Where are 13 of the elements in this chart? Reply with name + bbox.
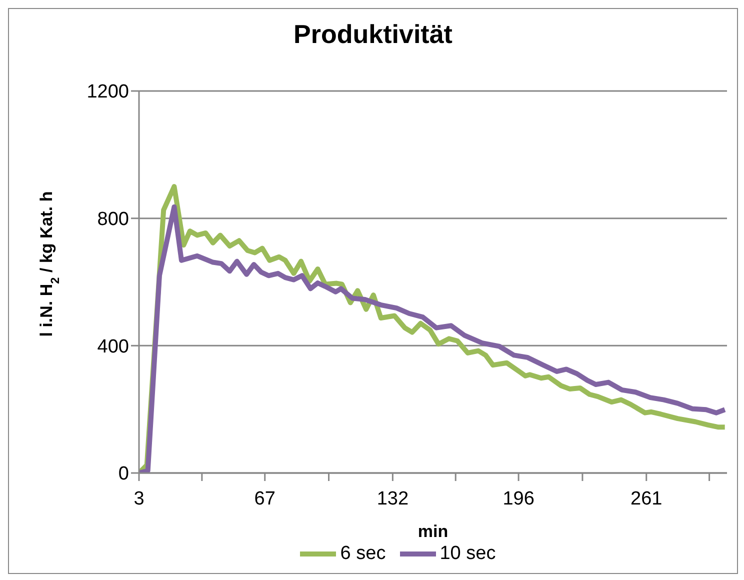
y-tick-label: 800	[97, 209, 129, 230]
y-tick-label: 0	[118, 464, 129, 485]
x-tick-label: 196	[502, 488, 534, 510]
x-axis-title: min	[418, 522, 448, 541]
x-tick-label: 261	[630, 488, 662, 510]
y-tick-label: 400	[97, 336, 129, 358]
x-tick-label: 3	[134, 488, 144, 510]
legend-label: 6 sec	[339, 543, 386, 565]
x-tick-label: 67	[254, 488, 276, 510]
chart-title: Produktivität	[292, 19, 454, 50]
x-tick-label: 132	[376, 488, 409, 510]
legend-label: 10 sec	[438, 543, 496, 565]
y-tick-label: 1200	[86, 82, 129, 103]
